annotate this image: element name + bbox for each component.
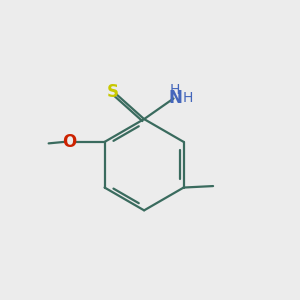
Text: H: H xyxy=(170,82,180,97)
Text: N: N xyxy=(168,89,182,107)
Text: S: S xyxy=(106,83,119,101)
Text: H: H xyxy=(183,92,194,106)
Text: O: O xyxy=(62,133,76,151)
